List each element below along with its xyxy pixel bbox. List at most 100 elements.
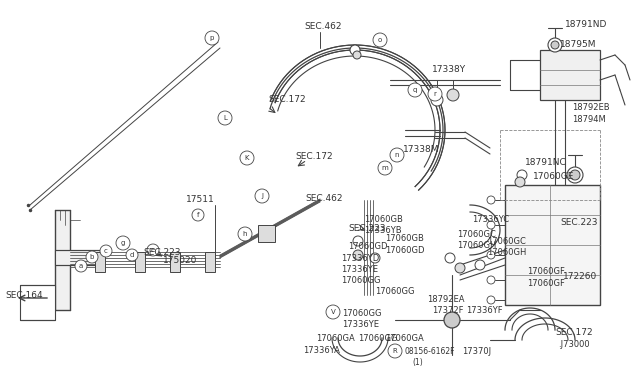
- Circle shape: [326, 305, 340, 319]
- Text: 175020: 175020: [163, 256, 197, 265]
- Circle shape: [238, 227, 252, 241]
- Text: 17336YE: 17336YE: [342, 320, 379, 329]
- Circle shape: [475, 260, 485, 270]
- Circle shape: [388, 344, 402, 358]
- Text: SEC.172: SEC.172: [555, 328, 593, 337]
- Text: 17060GA: 17060GA: [316, 334, 355, 343]
- Circle shape: [373, 33, 387, 47]
- Text: 18794M: 18794M: [572, 115, 605, 124]
- Text: 17336YE: 17336YE: [341, 265, 378, 274]
- Circle shape: [487, 221, 495, 229]
- Circle shape: [487, 276, 495, 284]
- Text: V: V: [331, 309, 335, 315]
- Text: g: g: [121, 240, 125, 246]
- Polygon shape: [55, 250, 100, 265]
- Circle shape: [192, 209, 204, 221]
- Text: 18791NC: 18791NC: [525, 158, 567, 167]
- Polygon shape: [170, 252, 180, 272]
- Text: o: o: [378, 37, 382, 43]
- Text: 17336YA: 17336YA: [303, 346, 340, 355]
- Circle shape: [353, 236, 363, 246]
- Text: n: n: [395, 152, 399, 158]
- Text: 17511: 17511: [186, 195, 215, 204]
- Circle shape: [75, 260, 87, 272]
- Text: h: h: [243, 231, 247, 237]
- Text: c: c: [104, 248, 108, 254]
- Circle shape: [428, 87, 442, 101]
- Text: 18795M: 18795M: [560, 40, 596, 49]
- Text: 17060GC: 17060GC: [487, 237, 526, 246]
- Text: q: q: [413, 87, 417, 93]
- Polygon shape: [95, 252, 105, 272]
- Circle shape: [126, 249, 138, 261]
- Polygon shape: [55, 210, 70, 310]
- Circle shape: [444, 312, 460, 328]
- Text: 18791ND: 18791ND: [565, 20, 607, 29]
- Circle shape: [240, 151, 254, 165]
- Text: 17336YF: 17336YF: [466, 306, 502, 315]
- Text: 17338Y: 17338Y: [432, 65, 466, 74]
- Circle shape: [487, 296, 495, 304]
- Circle shape: [517, 170, 527, 180]
- Circle shape: [86, 251, 98, 263]
- Circle shape: [390, 148, 404, 162]
- Text: 172260: 172260: [563, 272, 597, 281]
- Circle shape: [147, 244, 159, 256]
- Text: 17060GG: 17060GG: [341, 276, 381, 285]
- Circle shape: [487, 251, 495, 259]
- Text: K: K: [244, 155, 249, 161]
- Text: SEC.172: SEC.172: [268, 95, 306, 104]
- Text: SEC.462: SEC.462: [305, 194, 342, 203]
- Text: SEC.164: SEC.164: [5, 292, 43, 301]
- Text: SEC.172: SEC.172: [295, 152, 333, 161]
- Polygon shape: [505, 185, 600, 305]
- Text: 17370J: 17370J: [462, 347, 491, 356]
- Text: R: R: [392, 348, 397, 354]
- Circle shape: [567, 167, 583, 183]
- Text: SEC.223: SEC.223: [143, 248, 180, 257]
- Circle shape: [455, 263, 465, 273]
- Text: e: e: [151, 247, 155, 253]
- Text: d: d: [130, 252, 134, 258]
- Text: 17336YB: 17336YB: [364, 226, 402, 235]
- Text: a: a: [79, 263, 83, 269]
- Text: f: f: [196, 212, 199, 218]
- Circle shape: [218, 111, 232, 125]
- Text: 17060GG: 17060GG: [342, 309, 381, 318]
- Polygon shape: [258, 225, 275, 242]
- Text: 17060GB: 17060GB: [364, 215, 403, 224]
- Text: 17338M: 17338M: [403, 145, 440, 154]
- Text: b: b: [90, 254, 94, 260]
- Circle shape: [353, 51, 361, 59]
- Circle shape: [408, 83, 422, 97]
- Text: 18792EA: 18792EA: [427, 295, 465, 304]
- Text: SEC.462: SEC.462: [304, 22, 342, 31]
- Circle shape: [353, 250, 363, 260]
- Polygon shape: [540, 50, 600, 100]
- Text: 17060GH: 17060GH: [487, 248, 526, 257]
- Circle shape: [570, 170, 580, 180]
- Text: p: p: [210, 35, 214, 41]
- Circle shape: [100, 245, 112, 257]
- Text: 18792EB: 18792EB: [572, 103, 610, 112]
- Circle shape: [255, 189, 269, 203]
- Polygon shape: [20, 285, 55, 320]
- Circle shape: [551, 41, 559, 49]
- Text: 17060GE: 17060GE: [533, 172, 574, 181]
- Circle shape: [378, 161, 392, 175]
- Text: 17060GD: 17060GD: [385, 246, 424, 255]
- Circle shape: [350, 45, 360, 55]
- Text: 17060GF: 17060GF: [527, 267, 565, 276]
- Circle shape: [447, 89, 459, 101]
- Text: L: L: [223, 115, 227, 121]
- Circle shape: [487, 196, 495, 204]
- Text: 17372F: 17372F: [432, 306, 463, 315]
- Polygon shape: [205, 252, 215, 272]
- Circle shape: [370, 253, 380, 263]
- Text: 17060GH: 17060GH: [457, 241, 497, 250]
- Text: 17336YD: 17336YD: [341, 254, 380, 263]
- Text: 17060GG: 17060GG: [375, 287, 415, 296]
- Circle shape: [445, 253, 455, 263]
- Text: 17060GC: 17060GC: [457, 230, 496, 239]
- Circle shape: [548, 38, 562, 52]
